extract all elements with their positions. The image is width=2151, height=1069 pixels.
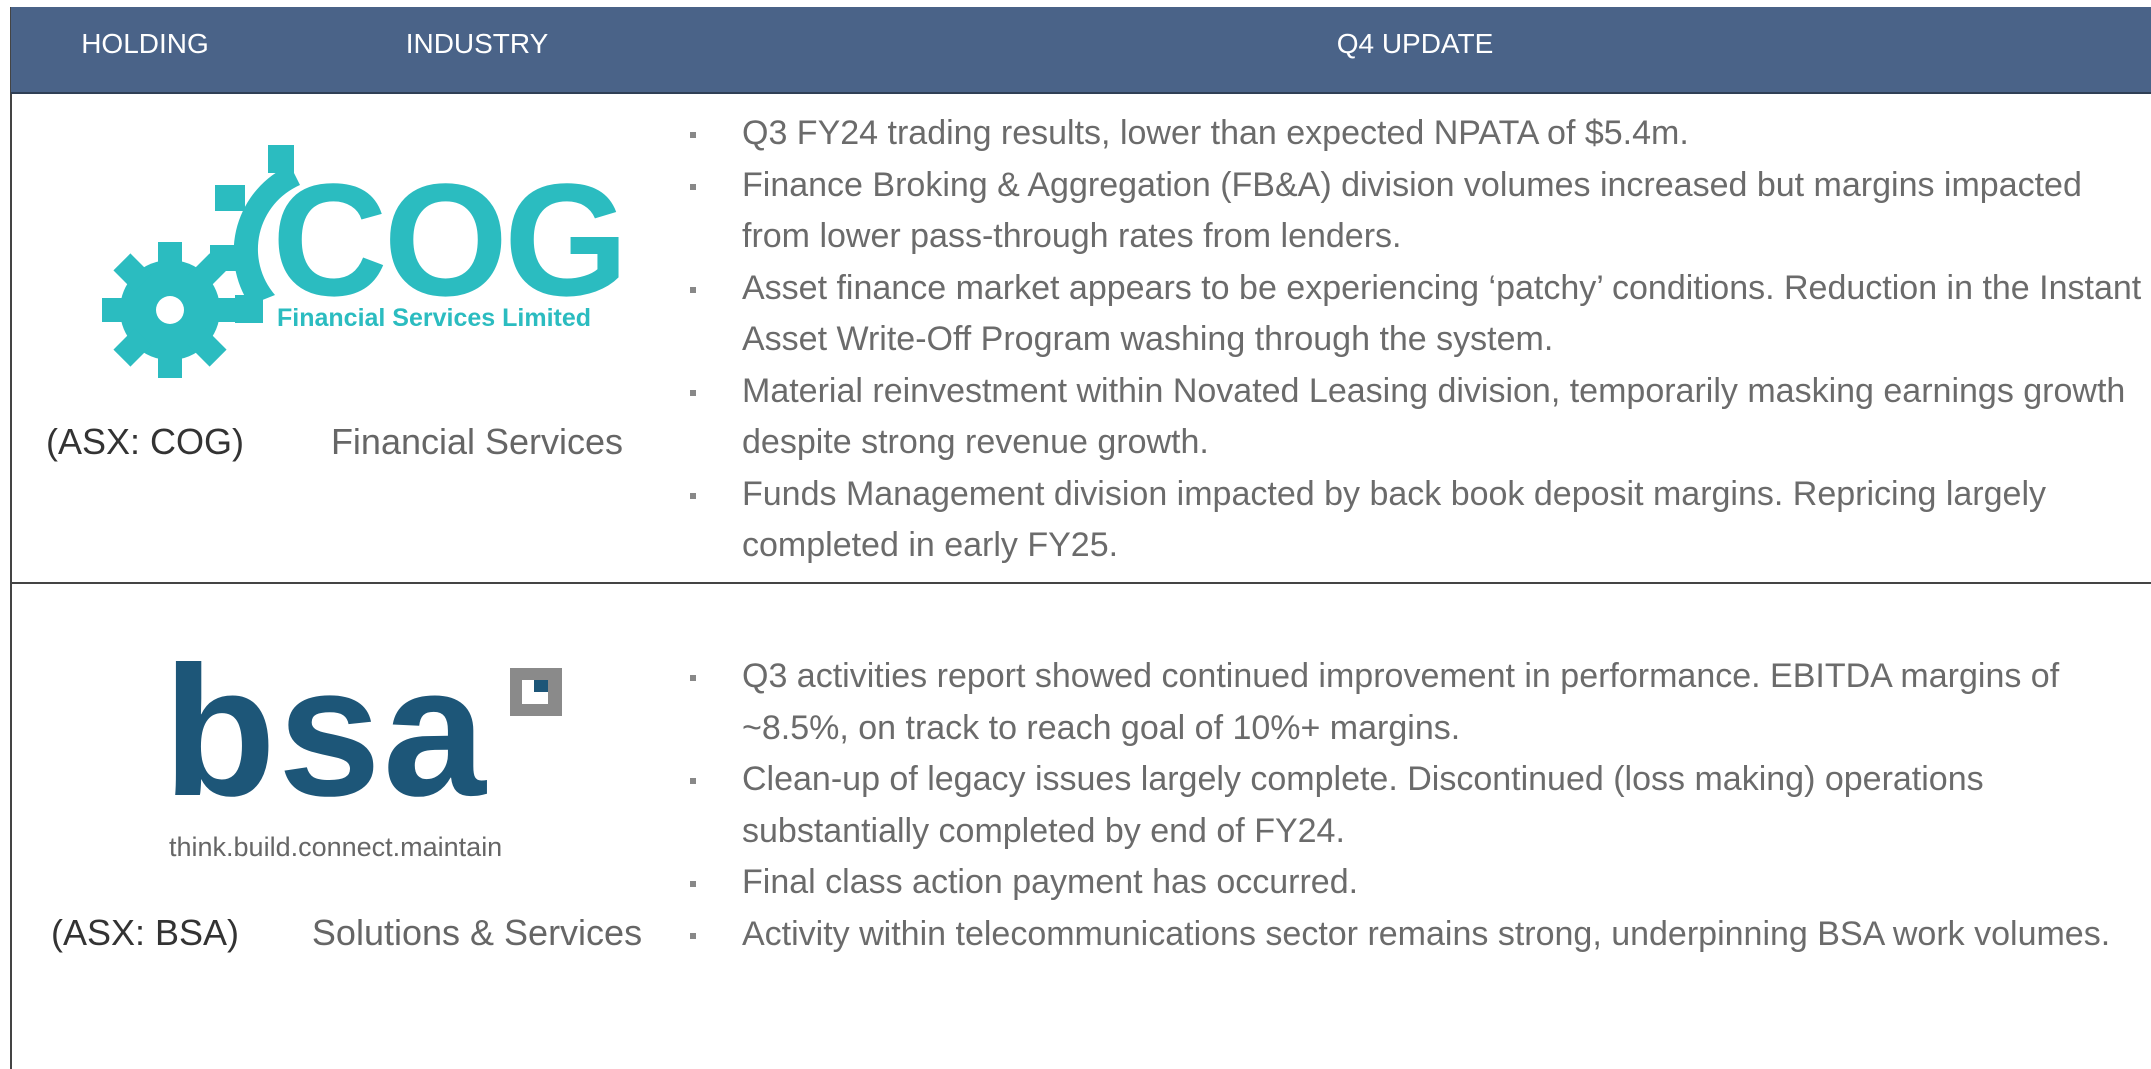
update-bullet: Activity within telecommunications secto… <box>690 909 2142 961</box>
table-header <box>11 7 2151 94</box>
header-cell: HOLDING <box>81 28 209 59</box>
update-bullet: Q3 FY24 trading results, lower than expe… <box>690 108 2142 160</box>
cog-gears <box>102 145 300 378</box>
logo-tagline: think.build.connect.maintain <box>169 832 503 862</box>
update-bullet: Asset finance market appears to be exper… <box>690 263 2142 366</box>
update-bullet: Funds Management division impacted by ba… <box>690 469 2142 572</box>
row-separator <box>11 582 2151 584</box>
logo-name: COG <box>272 150 628 329</box>
holding: (ASX: BSA) <box>50 912 240 953</box>
update-list: Q3 FY24 trading results, lower than expe… <box>690 108 2142 572</box>
update-list: Q3 activities report showed continued im… <box>690 651 2142 961</box>
update-bullet: Final class action payment has occurred. <box>690 857 2142 909</box>
left-border <box>10 7 12 1069</box>
logo-name: bsa <box>163 629 488 835</box>
update-bullet: Finance Broking & Aggregation (FB&A) div… <box>690 160 2142 263</box>
update-bullet: Q3 activities report showed continued im… <box>690 651 2142 754</box>
industry: Solutions & Services <box>311 912 643 953</box>
update-bullet: Clean-up of legacy issues largely comple… <box>690 754 2142 857</box>
logo-tagline: Financial Services Limited <box>277 304 592 332</box>
header-cell: INDUSTRY <box>405 28 549 59</box>
holding: (ASX: COG) <box>45 421 245 462</box>
logo-icon <box>510 668 562 716</box>
header-cell: Q4 UPDATE <box>1336 28 1494 59</box>
industry: Financial Services <box>330 421 624 462</box>
update-bullet: Material reinvestment within Novated Lea… <box>690 366 2142 469</box>
